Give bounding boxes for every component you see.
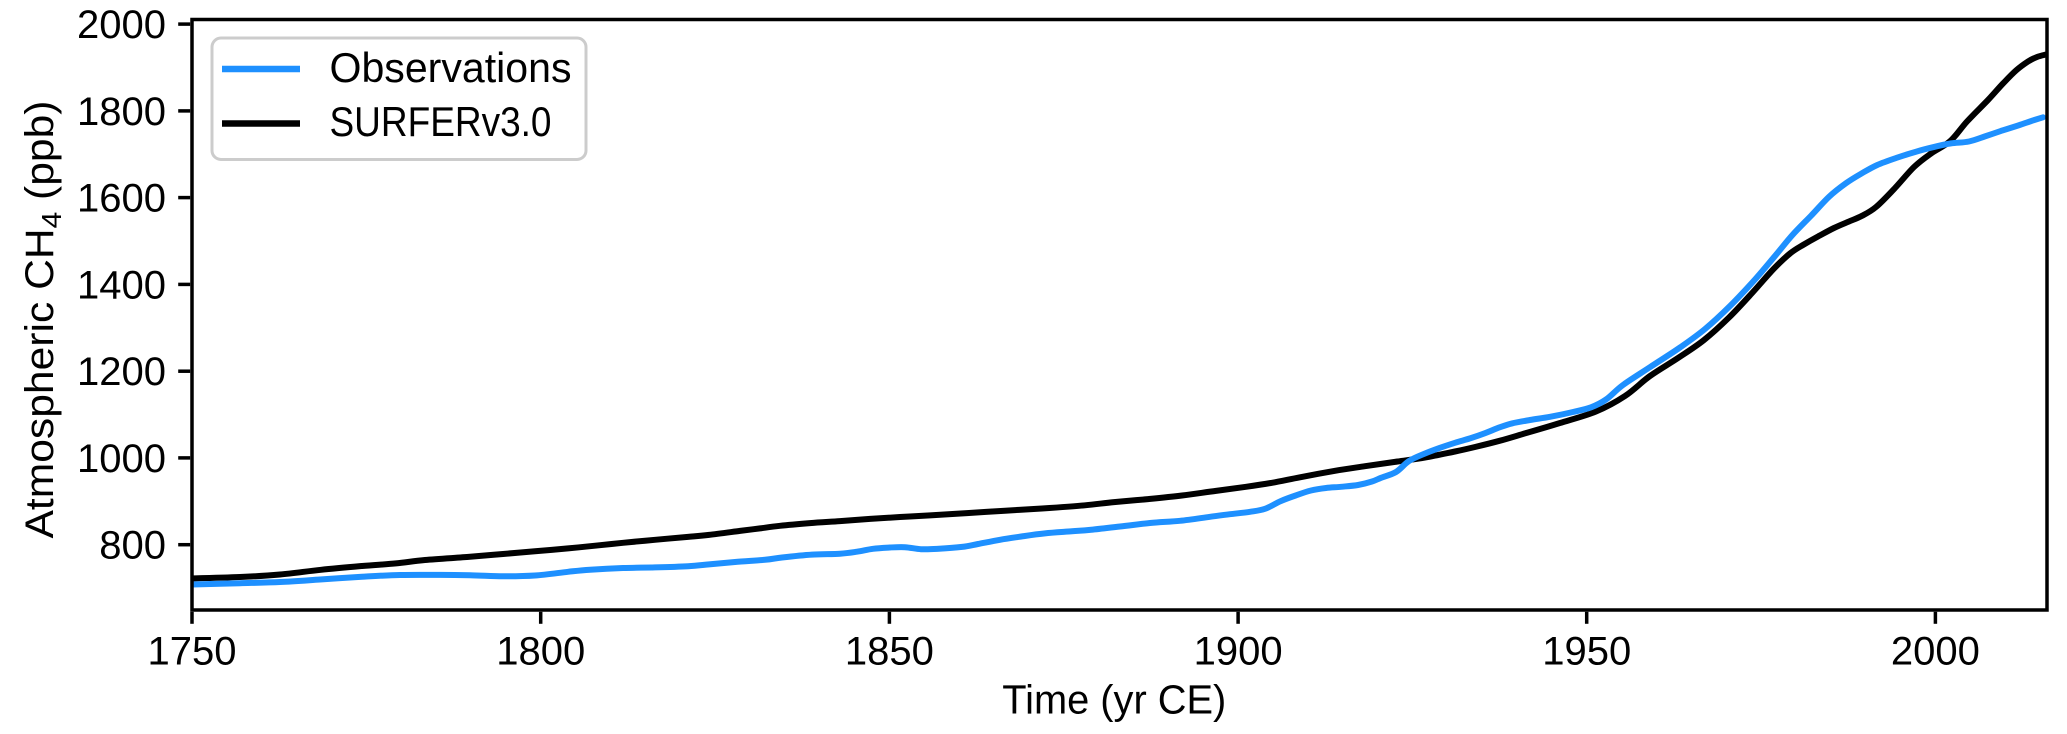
svg-text:1950: 1950 — [1542, 630, 1631, 674]
svg-text:1000: 1000 — [77, 437, 166, 481]
svg-text:1900: 1900 — [1194, 630, 1283, 674]
svg-text:SURFERv3.0: SURFERv3.0 — [330, 98, 552, 145]
svg-text:Time (yr CE): Time (yr CE) — [1002, 677, 1226, 723]
svg-text:Observations: Observations — [330, 44, 572, 91]
svg-text:2000: 2000 — [77, 3, 166, 47]
svg-text:1800: 1800 — [496, 630, 585, 674]
svg-text:1600: 1600 — [77, 177, 166, 221]
svg-text:1200: 1200 — [77, 350, 166, 394]
svg-text:1800: 1800 — [77, 90, 166, 134]
svg-text:1850: 1850 — [845, 630, 934, 674]
svg-text:2000: 2000 — [1891, 630, 1980, 674]
svg-text:1400: 1400 — [77, 263, 166, 307]
svg-text:800: 800 — [99, 524, 166, 568]
svg-text:Atmospheric CH4 (ppb): Atmospheric CH4 (ppb) — [18, 101, 67, 539]
svg-text:1750: 1750 — [148, 630, 237, 674]
